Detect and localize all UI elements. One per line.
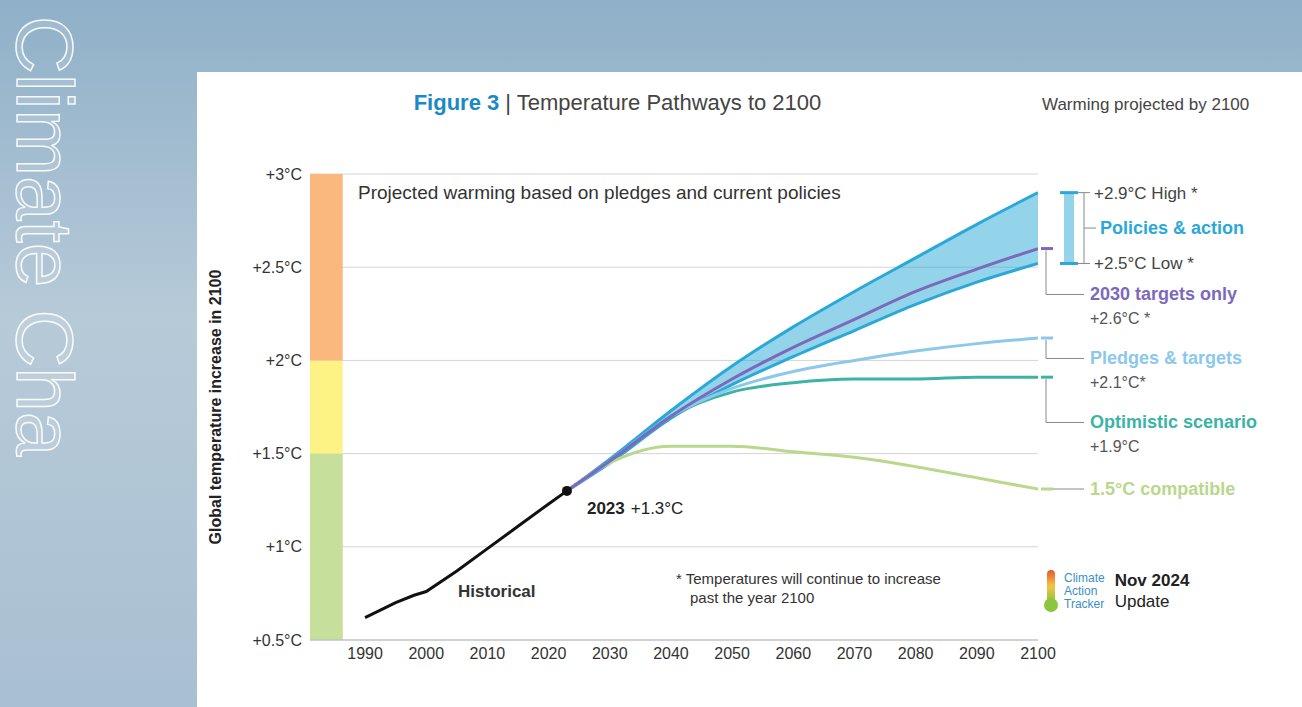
html-text:Climate: Climate — [1064, 570, 1105, 585]
svg-text:2030: 2030 — [592, 645, 628, 662]
svg-text:Historical: Historical — [458, 582, 535, 601]
svg-text:1.5°C compatible: 1.5°C compatible — [1090, 479, 1235, 499]
html-text:Update: Update — [1114, 592, 1170, 611]
svg-text:+1.5°C: +1.5°C — [252, 445, 302, 462]
svg-text:2060: 2060 — [775, 645, 811, 662]
svg-text:2040: 2040 — [653, 645, 689, 662]
svg-text:Global temperature increase in: Global temperature increase in 2100 — [207, 270, 224, 545]
svg-text:2000: 2000 — [408, 645, 444, 662]
svg-text:2100: 2100 — [1020, 645, 1056, 662]
svg-text:2020: 2020 — [531, 645, 567, 662]
svg-text:+2.6°C *: +2.6°C * — [1090, 310, 1150, 327]
html-text:Climate Cha: Climate Cha — [0, 16, 89, 457]
html-text:Action: Action — [1064, 583, 1098, 598]
svg-text:+3°C: +3°C — [266, 166, 302, 183]
svg-text:Projected warming based on ple: Projected warming based on pledges and c… — [358, 182, 841, 203]
svg-text:2010: 2010 — [470, 645, 506, 662]
svg-text:+1°C: +1°C — [266, 538, 302, 555]
svg-text:+2.5°C: +2.5°C — [252, 259, 302, 276]
svg-text:Optimistic scenario: Optimistic scenario — [1090, 412, 1257, 432]
svg-text:Policies & action: Policies & action — [1100, 218, 1244, 238]
svg-text:Warming projected by 2100: Warming projected by 2100 — [1042, 95, 1249, 114]
svg-text:2090: 2090 — [959, 645, 995, 662]
svg-text:+0.5°C: +0.5°C — [252, 632, 302, 649]
svg-text:Pledges & targets: Pledges & targets — [1090, 348, 1242, 368]
svg-text:+2.9°C High *: +2.9°C High * — [1094, 184, 1198, 203]
html-text:Tracker: Tracker — [1064, 596, 1105, 611]
html-text:Nov 2024: Nov 2024 — [1114, 571, 1190, 590]
svg-text:2070: 2070 — [837, 645, 873, 662]
svg-text:+2.5°C Low *: +2.5°C Low * — [1094, 254, 1194, 273]
svg-text:2080: 2080 — [898, 645, 934, 662]
svg-text:2030 targets only: 2030 targets only — [1090, 284, 1237, 304]
svg-text:+1.9°C: +1.9°C — [1090, 438, 1140, 455]
svg-text:2050: 2050 — [714, 645, 750, 662]
svg-text:1990: 1990 — [347, 645, 383, 662]
html-text:Figure 3 | Temperature Pathway: Figure 3 | Temperature Pathways to 2100 — [413, 90, 822, 115]
html-text:* Temperatures will continue t: * Temperatures will continue to increase… — [676, 570, 941, 606]
svg-text:+2.1°C*: +2.1°C* — [1090, 374, 1146, 391]
svg-text:2023+1.3°C: 2023+1.3°C — [587, 499, 683, 518]
svg-text:+2°C: +2°C — [266, 352, 302, 369]
